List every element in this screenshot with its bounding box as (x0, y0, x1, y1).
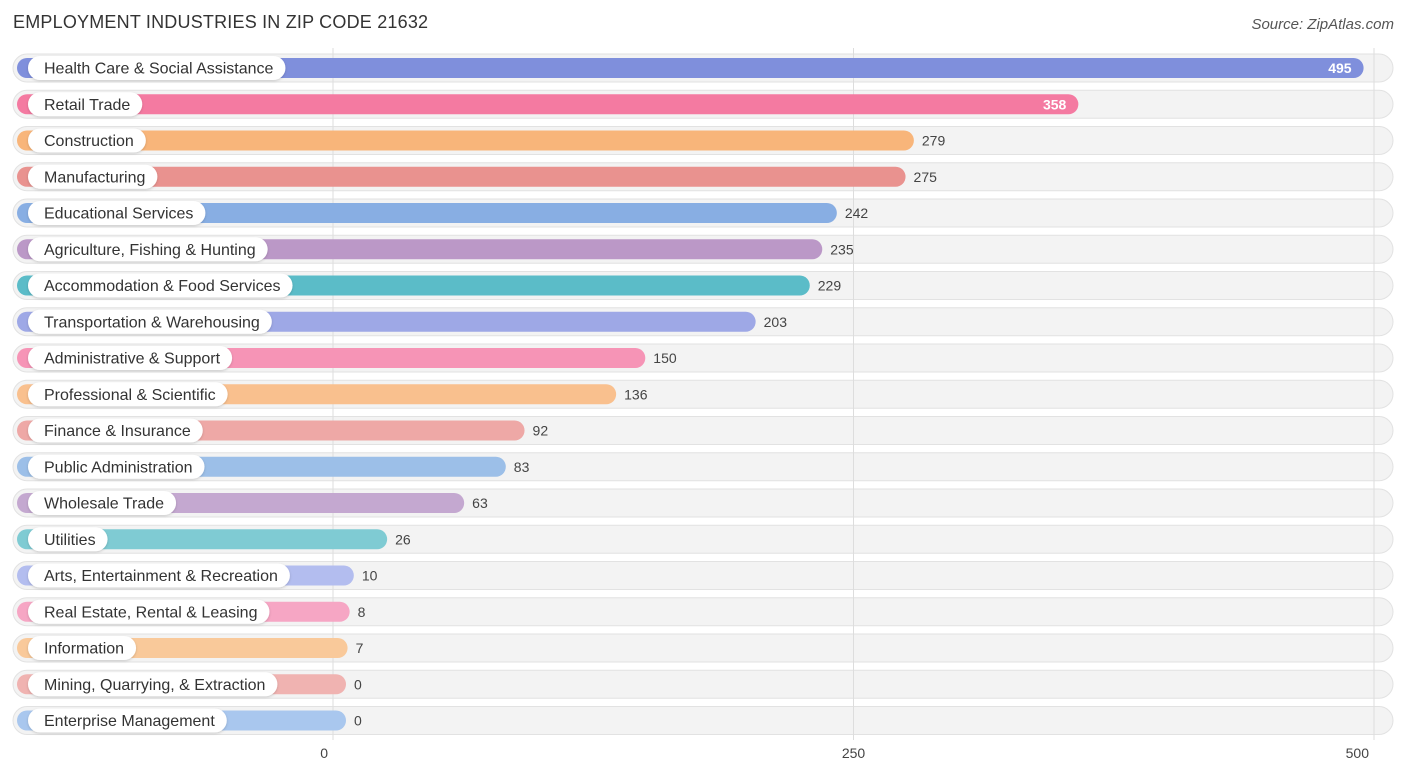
category-label: Arts, Entertainment & Recreation (44, 568, 278, 585)
category-label: Manufacturing (44, 169, 145, 186)
category-label: Agriculture, Fishing & Hunting (44, 242, 256, 259)
category-label: Accommodation & Food Services (44, 278, 281, 295)
value-label: 0 (354, 676, 362, 692)
value-label: 8 (358, 604, 366, 620)
category-label: Finance & Insurance (44, 423, 191, 440)
row-track (12, 669, 1394, 699)
category-label: Construction (44, 133, 134, 150)
category-label: Professional & Scientific (44, 387, 216, 404)
category-label-pill (28, 56, 286, 80)
category-label-pill (28, 164, 158, 189)
value-label: 26 (395, 531, 411, 547)
bar[interactable] (17, 130, 914, 151)
category-label: Retail Trade (44, 97, 130, 114)
value-label: 495 (1328, 60, 1352, 76)
category-label-pill (28, 418, 203, 443)
category-label-pill (28, 599, 270, 624)
category-label-pill (28, 636, 137, 660)
category-label: Enterprise Management (44, 713, 215, 730)
value-label: 7 (356, 640, 364, 656)
value-label: 279 (922, 133, 946, 149)
category-label: Administrative & Support (44, 351, 221, 368)
category-label: Mining, Quarrying, & Extraction (44, 677, 265, 694)
category-label-pill (28, 382, 228, 407)
category-label: Real Estate, Rental & Leasing (44, 604, 257, 621)
row-track (12, 597, 1394, 627)
category-label: Health Care & Social Assistance (44, 61, 274, 78)
category-label-pill (28, 672, 278, 697)
value-label: 275 (914, 169, 938, 185)
value-label: 242 (845, 205, 869, 221)
value-label: 63 (472, 495, 488, 511)
row-track (12, 633, 1394, 663)
value-label: 150 (653, 350, 677, 366)
value-label: 203 (764, 314, 788, 330)
bar[interactable] (17, 203, 837, 223)
category-label: Public Administration (44, 459, 193, 476)
category-label-pill (28, 128, 146, 153)
category-label-pill (28, 309, 272, 334)
x-tick-label: 0 (320, 745, 328, 761)
value-label: 83 (514, 459, 530, 475)
category-label: Transportation & Warehousing (44, 314, 260, 331)
category-label-pill (28, 491, 177, 515)
bar[interactable] (17, 529, 388, 550)
value-label: 235 (830, 241, 854, 257)
category-label: Educational Services (44, 206, 193, 223)
x-tick-label: 250 (842, 745, 866, 761)
value-label: 136 (624, 386, 648, 402)
value-label: 229 (818, 278, 842, 294)
category-label: Utilities (44, 532, 96, 549)
category-label-pill (28, 527, 108, 552)
x-tick-label: 500 (1346, 745, 1370, 761)
value-label: 92 (533, 423, 549, 439)
category-label-pill (28, 346, 233, 370)
bar[interactable] (17, 94, 1079, 115)
category-label: Information (44, 641, 124, 658)
category-label-pill (28, 454, 205, 479)
category-label-pill (28, 237, 268, 262)
category-label-pill (28, 273, 293, 298)
bar[interactable] (17, 166, 906, 187)
category-label-pill (28, 201, 206, 225)
source-credit: Source: ZipAtlas.com (1251, 16, 1394, 33)
chart-title: EMPLOYMENT INDUSTRIES IN ZIP CODE 21632 (13, 12, 429, 32)
value-label: 358 (1043, 96, 1067, 112)
value-label: 10 (362, 568, 378, 584)
bar[interactable] (17, 58, 1364, 78)
category-label-pill (28, 92, 143, 117)
category-label-pill (28, 708, 227, 733)
value-label: 0 (354, 713, 362, 729)
category-label-pill (28, 563, 290, 588)
category-label: Wholesale Trade (44, 496, 164, 513)
row-track (12, 561, 1394, 590)
row-track (12, 706, 1394, 735)
